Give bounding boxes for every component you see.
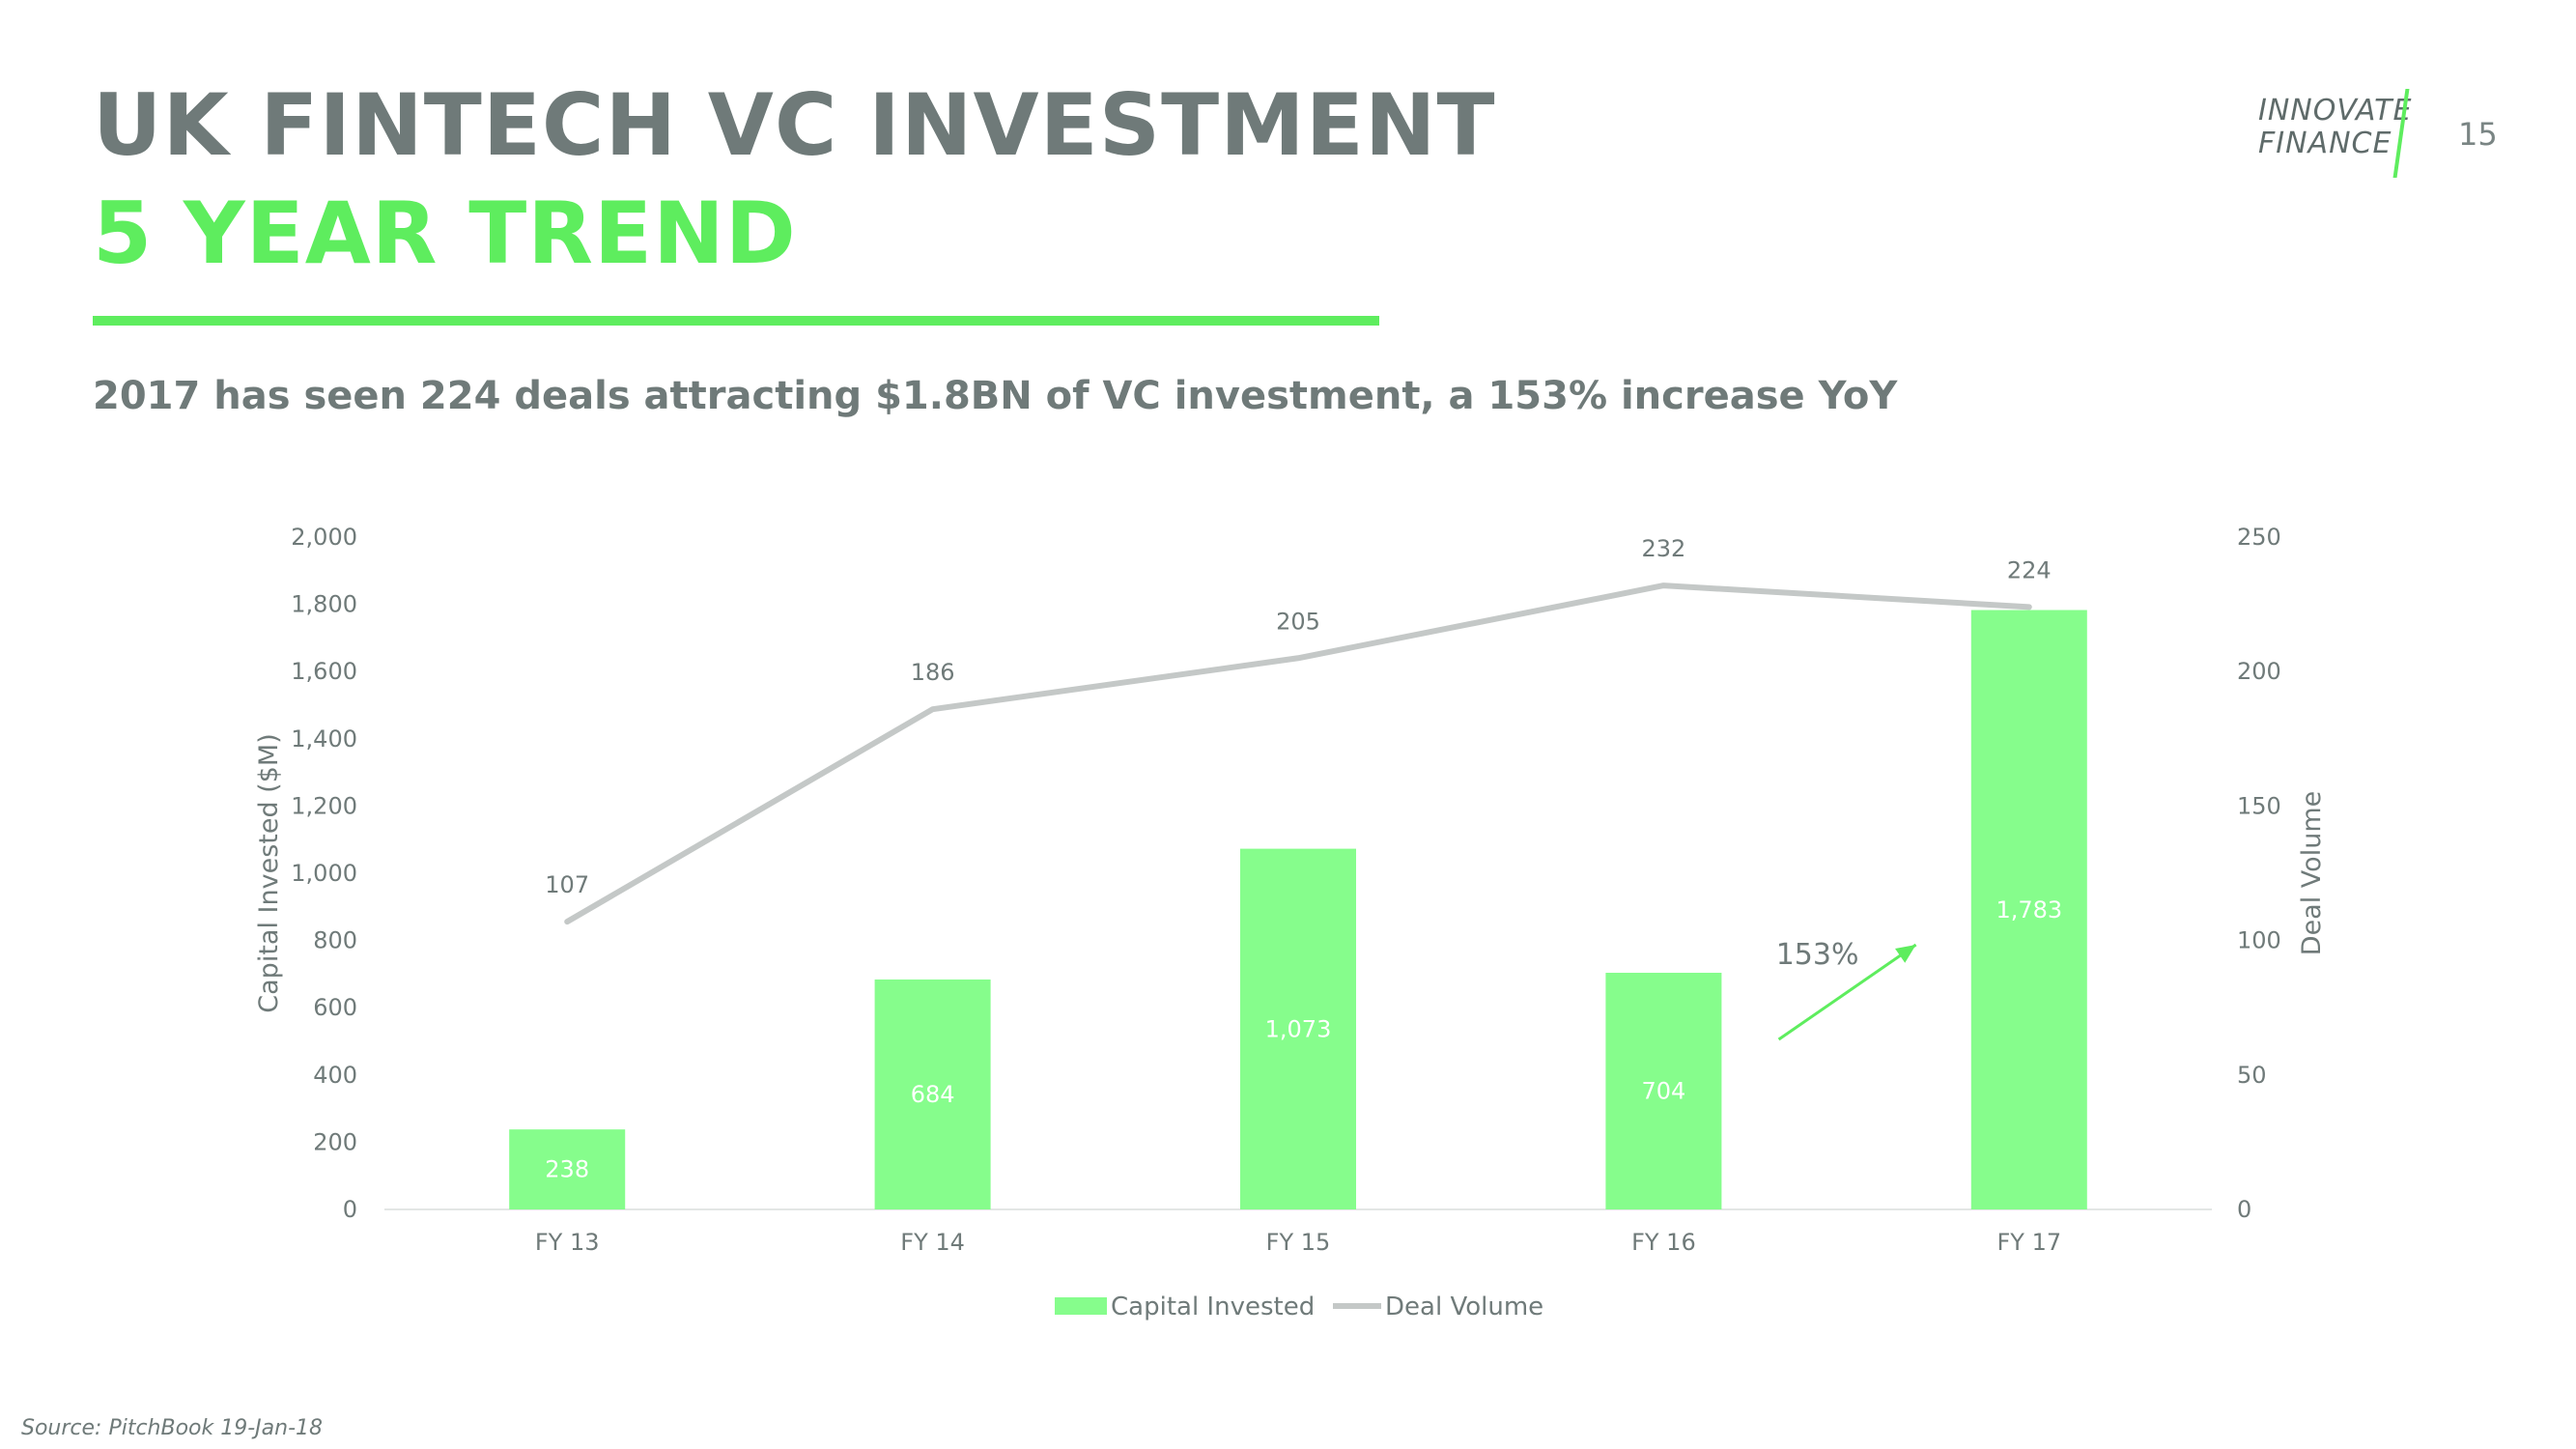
bar-value-label: 704 bbox=[1641, 1078, 1685, 1105]
line-deal-volume bbox=[564, 582, 2032, 925]
y-left-tick-label: 1,200 bbox=[291, 792, 357, 819]
legend-swatch-capital-invested bbox=[1055, 1297, 1107, 1315]
legend-label-capital-invested: Capital Invested bbox=[1111, 1293, 1315, 1321]
page-subtitle-green: 5 YEAR TREND bbox=[93, 184, 797, 283]
annotation-arrow-head bbox=[1895, 945, 1916, 963]
y-right-tick-label: 250 bbox=[2237, 524, 2281, 551]
y-left-tick-label: 800 bbox=[313, 927, 357, 954]
y-right-tick-label: 100 bbox=[2237, 927, 2281, 954]
bar-capital-invested bbox=[874, 979, 991, 1209]
y-right-tick-label: 200 bbox=[2237, 658, 2281, 685]
y-left-tick-label: 1,000 bbox=[291, 860, 357, 887]
logo-text-line2: FINANCE bbox=[2258, 127, 2392, 160]
x-tick-label: FY 15 bbox=[1266, 1229, 1331, 1256]
x-tick-label: FY 17 bbox=[1996, 1229, 2061, 1256]
annotation-arrow-line bbox=[1777, 943, 1917, 1041]
line-value-label: 107 bbox=[545, 871, 589, 898]
line-value-label: 205 bbox=[1276, 608, 1320, 635]
line-value-label: 232 bbox=[1641, 535, 1685, 562]
annotation-growth-label: 153% bbox=[1776, 938, 1859, 972]
y-left-tick-label: 1,400 bbox=[291, 725, 357, 753]
headline-summary: 2017 has seen 224 deals attracting $1.8B… bbox=[93, 374, 1898, 418]
legend-label-deal-volume: Deal Volume bbox=[1385, 1293, 1543, 1321]
bar-value-label: 1,073 bbox=[1265, 1015, 1332, 1042]
x-tick-label: FY 16 bbox=[1631, 1229, 1696, 1256]
bar-capital-invested bbox=[1240, 848, 1356, 1209]
y-left-tick-label: 1,600 bbox=[291, 658, 357, 685]
line-value-label: 224 bbox=[2007, 556, 2052, 583]
bar-capital-invested bbox=[509, 1129, 626, 1209]
y-left-tick-label: 2,000 bbox=[291, 524, 357, 551]
y-left-axis-title: Capital Invested ($M) bbox=[254, 733, 284, 1012]
bar-capital-invested bbox=[1605, 973, 1722, 1209]
x-tick-label: FY 14 bbox=[900, 1229, 965, 1256]
line-value-label: 186 bbox=[911, 659, 955, 686]
y-left-tick-label: 600 bbox=[313, 994, 357, 1021]
page-number: 15 bbox=[2458, 116, 2498, 153]
y-left-tick-label: 200 bbox=[313, 1128, 357, 1155]
logo-text-line1: INNOVATE bbox=[2258, 94, 2413, 128]
y-right-axis-title: Deal Volume bbox=[2297, 791, 2327, 955]
y-left-tick-label: 1,800 bbox=[291, 591, 357, 618]
bar-capital-invested bbox=[1970, 610, 2087, 1209]
source-note: Source: PitchBook 19-Jan-18 bbox=[21, 1416, 324, 1440]
y-right-tick-label: 0 bbox=[2237, 1196, 2251, 1223]
bar-value-label: 238 bbox=[545, 1156, 589, 1183]
y-right-tick-label: 50 bbox=[2237, 1062, 2267, 1089]
bar-value-label: 1,783 bbox=[1996, 896, 2062, 923]
page-title: UK FINTECH VC INVESTMENT bbox=[93, 75, 1496, 175]
innovate-finance-logo: INNOVATE FINANCE bbox=[2258, 89, 2432, 182]
y-left-tick-label: 0 bbox=[343, 1196, 357, 1223]
x-tick-label: FY 13 bbox=[535, 1229, 600, 1256]
y-right-tick-label: 150 bbox=[2237, 792, 2281, 819]
title-underline bbox=[93, 316, 1379, 326]
y-left-tick-label: 400 bbox=[313, 1062, 357, 1089]
bar-value-label: 684 bbox=[911, 1081, 955, 1108]
